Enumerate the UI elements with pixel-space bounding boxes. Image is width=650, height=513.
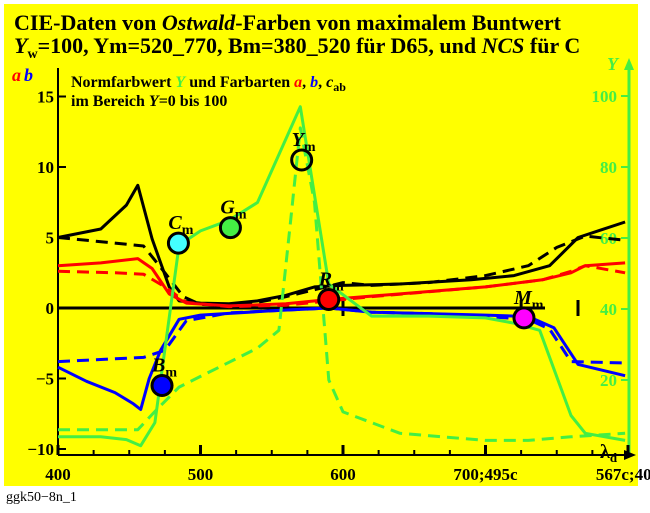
legend-l1-a-sym: a	[294, 74, 302, 91]
x-tick-label: 400	[45, 465, 71, 484]
title2-Y: Y	[14, 33, 30, 58]
marker-letter: R	[318, 269, 332, 291]
x-tick-label: 500	[188, 465, 214, 484]
y-right-tick-label: 40	[600, 300, 617, 319]
marker-letter: M	[513, 287, 533, 309]
marker-Gm	[218, 216, 242, 240]
legend-line2: im Bereich Y=0 bis 100	[71, 93, 227, 110]
legend-l1-b-sym: b	[310, 74, 318, 91]
marker-label-Mm: Mm	[513, 287, 544, 313]
marker-letter: B	[151, 355, 165, 377]
marker-subscript: m	[165, 366, 177, 381]
legend-l1-Y: Y	[175, 74, 186, 91]
legend-l1-comma2: ,	[318, 74, 326, 91]
marker-label-Cm: Cm	[168, 212, 193, 238]
marker-Rm	[317, 288, 341, 312]
legend-l2-b: =0 bis 100	[159, 93, 228, 110]
x-tick-label: 700;495c	[453, 465, 518, 484]
marker-letter: G	[220, 197, 235, 219]
marker-label-Gm: Gm	[220, 197, 246, 223]
right-axis-arrowhead	[624, 58, 634, 70]
title2-part-b: =100, Ym=520_770, Bm=380_520 für D65, un…	[38, 33, 482, 58]
y-right-tick-label: 20	[600, 371, 617, 390]
marker-Cm	[166, 231, 190, 255]
y-left-tick-label: 10	[37, 158, 54, 177]
legend-l2-a: im Bereich	[71, 93, 149, 110]
marker-subscript: m	[332, 280, 344, 295]
marker-subscript: m	[235, 208, 247, 223]
series-line-green-dashed	[58, 126, 626, 442]
x-axis-label-lambda: λ	[600, 441, 610, 463]
marker-subscript: m	[532, 298, 544, 313]
legend-line1: Normfarbwert Y und Farbarten a, b, cab	[71, 74, 346, 94]
title-ostwald: Ostwald	[162, 10, 236, 35]
x-tick-label: 567c;400	[596, 465, 650, 484]
chart-title-line2: Yw=100, Ym=520_770, Bm=380_520 für D65, …	[14, 33, 580, 62]
marker-letter: C	[168, 212, 182, 234]
y-left-tick-label: −5	[36, 370, 54, 389]
marker-subscript: m	[182, 223, 194, 238]
series-line-black-dashed	[57, 234, 626, 307]
title2-ncs: NCS	[481, 33, 525, 58]
marker-label-Ym: Ym	[292, 129, 316, 155]
legend-l1-comma1: ,	[302, 74, 310, 91]
chart-title-line1: CIE-Daten von Ostwald-Farben von maximal…	[14, 10, 562, 35]
marker-Ym	[290, 148, 314, 172]
series-line-green-solid	[58, 105, 626, 448]
legend-l1-a: Normfarbwert	[71, 74, 175, 91]
marker-Bm	[150, 374, 174, 398]
series-line-red-dashed	[57, 264, 626, 309]
footer-code: ggk50−8n_1	[6, 490, 77, 505]
right-axis-label: Y	[607, 54, 620, 74]
legend-l1-c-sym: c	[326, 74, 333, 91]
legend-l1-c-sub: ab	[333, 80, 346, 94]
marker-Mm	[512, 306, 536, 330]
marker-letter: Y	[292, 129, 306, 151]
marker-label-Bm: Bm	[151, 355, 177, 381]
marker-label-Rm: Rm	[318, 269, 344, 295]
x-axis-label-sub: d	[610, 450, 618, 465]
left-axis-label-a: a	[12, 65, 21, 85]
left-axis-label-b: b	[24, 65, 33, 85]
y-left-tick-label: 15	[37, 88, 54, 107]
y-left-tick-label: −10	[27, 440, 54, 459]
title2-part-d: für C	[524, 33, 580, 58]
legend-l1-b: und Farbarten	[185, 74, 294, 91]
x-tick-label: 600	[330, 465, 356, 484]
y-left-tick-label: 5	[46, 229, 55, 248]
y-left-tick-label: 0	[46, 299, 55, 318]
y-right-tick-label: 100	[592, 87, 618, 106]
y-right-tick-label: 80	[600, 158, 617, 177]
legend-l2-Y: Y	[149, 93, 160, 110]
title-part-a: CIE-Daten von	[14, 10, 162, 35]
x-axis-arrowhead	[624, 450, 636, 460]
x-axis-label: λd	[600, 441, 618, 465]
title-part-c: -Farben von maximalem Buntwert	[235, 10, 561, 35]
marker-subscript: m	[304, 140, 316, 155]
title2-Y-sub: w	[27, 47, 38, 62]
